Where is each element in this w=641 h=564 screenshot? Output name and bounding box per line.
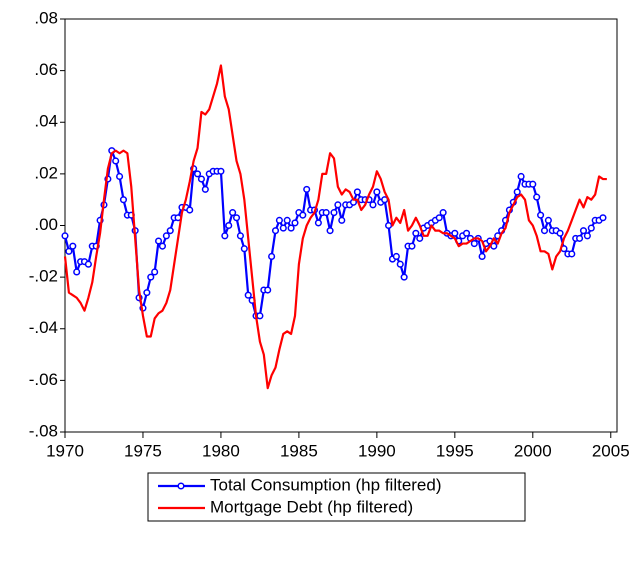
series-marker bbox=[540, 227, 549, 235]
series-marker bbox=[197, 175, 205, 183]
y-tick-label: .06 bbox=[34, 60, 58, 79]
series-marker bbox=[392, 252, 400, 261]
series-marker bbox=[201, 185, 209, 193]
series-marker bbox=[369, 201, 377, 209]
series-marker bbox=[400, 273, 408, 281]
series-marker bbox=[353, 188, 361, 196]
series-marker bbox=[166, 227, 174, 235]
series-marker bbox=[229, 209, 237, 217]
series-marker bbox=[268, 252, 276, 261]
y-tick-label: .08 bbox=[34, 8, 58, 27]
x-tick-label: 1970 bbox=[46, 441, 84, 460]
series-marker bbox=[408, 242, 416, 250]
series-marker bbox=[279, 224, 287, 232]
series-marker bbox=[84, 260, 92, 268]
series-marker bbox=[65, 247, 73, 255]
series-marker bbox=[537, 211, 545, 219]
series-marker bbox=[291, 219, 299, 227]
y-tick-label: .00 bbox=[34, 215, 58, 234]
series-marker bbox=[119, 196, 128, 204]
series-marker bbox=[186, 206, 194, 214]
series-marker bbox=[299, 211, 307, 219]
series-marker bbox=[330, 209, 338, 217]
series-marker bbox=[271, 227, 280, 235]
y-tick-label: -.02 bbox=[29, 267, 58, 286]
x-tick-label: 1995 bbox=[436, 441, 474, 460]
y-tick-label: -.04 bbox=[29, 318, 58, 337]
series-marker bbox=[256, 312, 264, 320]
y-tick-label: -.08 bbox=[29, 421, 58, 440]
series-marker bbox=[451, 229, 459, 237]
series-marker bbox=[158, 242, 167, 250]
series-marker bbox=[396, 260, 404, 268]
series-marker bbox=[225, 221, 233, 230]
series-marker bbox=[275, 216, 283, 224]
series-marker bbox=[162, 232, 170, 240]
series-marker bbox=[221, 232, 229, 240]
series-marker bbox=[73, 268, 81, 276]
series-marker bbox=[373, 188, 381, 196]
series-marker bbox=[583, 232, 591, 240]
series-marker bbox=[61, 232, 69, 240]
series-marker bbox=[69, 242, 77, 250]
series-marker bbox=[264, 286, 272, 294]
series-marker bbox=[478, 252, 486, 261]
plot-frame bbox=[64, 18, 618, 433]
series-marker bbox=[529, 180, 537, 188]
x-tick-label: 2000 bbox=[514, 441, 552, 460]
series-marker bbox=[112, 157, 120, 165]
x-tick-label: 1975 bbox=[124, 441, 162, 460]
series-marker bbox=[232, 214, 241, 222]
x-tick-label: 1990 bbox=[358, 441, 396, 460]
series-marker bbox=[412, 229, 420, 237]
series-marker bbox=[435, 214, 443, 222]
series-marker bbox=[576, 234, 584, 242]
series-marker bbox=[322, 209, 330, 217]
x-tick-label: 1985 bbox=[280, 441, 318, 460]
series-marker bbox=[533, 193, 541, 201]
legend-box bbox=[147, 472, 526, 522]
series-marker bbox=[334, 201, 342, 209]
series-marker bbox=[326, 227, 334, 235]
series-marker bbox=[240, 245, 248, 253]
series-marker bbox=[338, 216, 346, 224]
series-marker bbox=[155, 237, 163, 245]
series-marker bbox=[568, 250, 576, 258]
series-marker bbox=[599, 214, 607, 222]
series-marker bbox=[439, 209, 447, 217]
series-marker bbox=[143, 289, 151, 297]
series-marker bbox=[579, 227, 588, 235]
series-marker bbox=[513, 188, 521, 196]
series-line bbox=[63, 64, 607, 390]
series-marker bbox=[303, 185, 311, 193]
y-tick-label: .04 bbox=[34, 112, 58, 131]
series-marker bbox=[416, 234, 424, 242]
series-marker bbox=[517, 172, 525, 181]
series-marker bbox=[556, 229, 564, 237]
series-marker bbox=[151, 268, 159, 276]
x-tick-label: 1980 bbox=[202, 441, 240, 460]
series-marker bbox=[147, 273, 155, 281]
series-marker bbox=[287, 224, 295, 232]
legend-label: Mortgage Debt (hp filtered) bbox=[210, 497, 413, 516]
series-marker bbox=[193, 170, 202, 178]
series-marker bbox=[244, 291, 252, 299]
legend-marker bbox=[177, 482, 185, 490]
series-marker bbox=[116, 172, 124, 181]
series-marker bbox=[385, 221, 393, 230]
series-marker bbox=[587, 224, 595, 232]
y-tick-label: -.06 bbox=[29, 370, 58, 389]
series-marker bbox=[314, 219, 322, 227]
series-marker bbox=[462, 229, 471, 237]
series-marker bbox=[283, 216, 291, 224]
series-marker bbox=[236, 232, 244, 240]
x-tick-label: 2005 bbox=[592, 441, 630, 460]
y-tick-label: .02 bbox=[34, 163, 58, 182]
series-marker bbox=[544, 216, 552, 224]
legend-label: Total Consumption (hp filtered) bbox=[210, 475, 442, 494]
series-marker bbox=[217, 167, 225, 175]
series-marker bbox=[470, 240, 478, 248]
